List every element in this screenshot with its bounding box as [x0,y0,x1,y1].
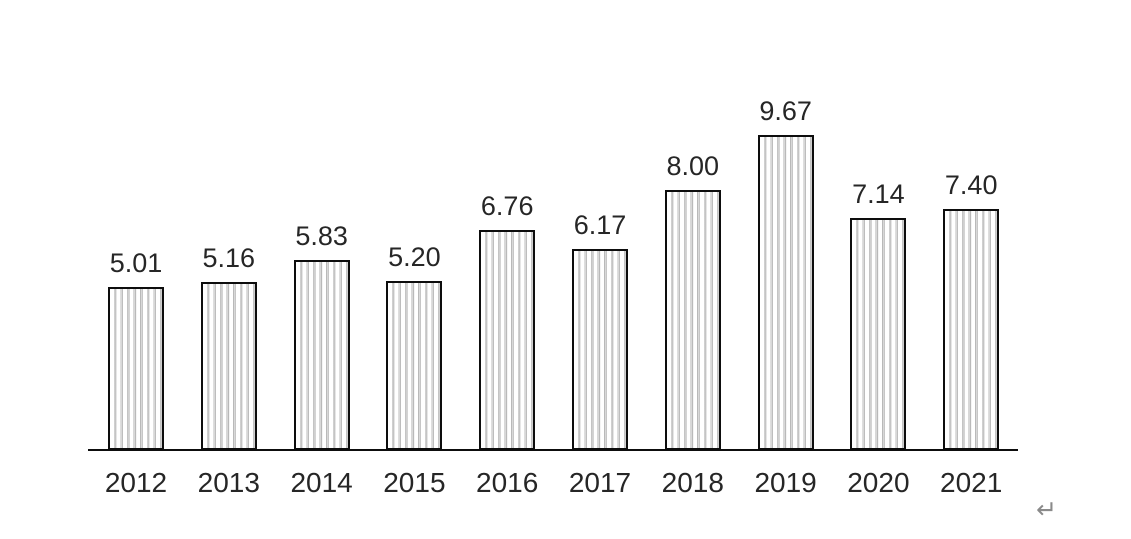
bar-value-label: 8.00 [666,150,720,181]
bar [293,260,350,450]
bar [943,209,1000,450]
x-axis-tick-label: 2018 [661,467,724,498]
x-axis-tick-label: 2013 [197,467,260,498]
bar [850,217,907,450]
bar-value-label: 7.40 [944,170,998,201]
x-axis-tick-label: 2014 [290,467,353,498]
bar [479,229,536,450]
x-axis-tick-label: 2016 [476,467,539,498]
bar-value-label: 7.14 [852,178,905,209]
bar [200,282,257,450]
bar-value-label: 5.01 [109,247,163,278]
bar-value-label: 6.17 [573,210,627,241]
bar [757,135,814,450]
bar [108,286,164,450]
bar-value-label: 5.16 [202,243,256,274]
bar-value-label: 6.76 [480,190,534,221]
x-axis-tick-label: 2020 [847,467,910,498]
x-axis-tick-label: 2012 [104,467,168,498]
bar-value-label: 5.20 [388,241,441,272]
bar-value-label: 9.67 [759,96,812,127]
bar [386,280,443,450]
x-axis-tick-label: 2015 [383,467,446,498]
bar [664,189,721,450]
x-axis-line [88,448,1018,452]
line-break-mark-icon: ↵ [1036,496,1057,524]
x-axis-tick-label: 2021 [940,467,1003,498]
x-axis-tick-label: 2019 [754,467,817,498]
x-axis-tick-label: 2017 [568,467,632,498]
bar-value-label: 5.83 [295,221,348,252]
bar [572,249,628,450]
